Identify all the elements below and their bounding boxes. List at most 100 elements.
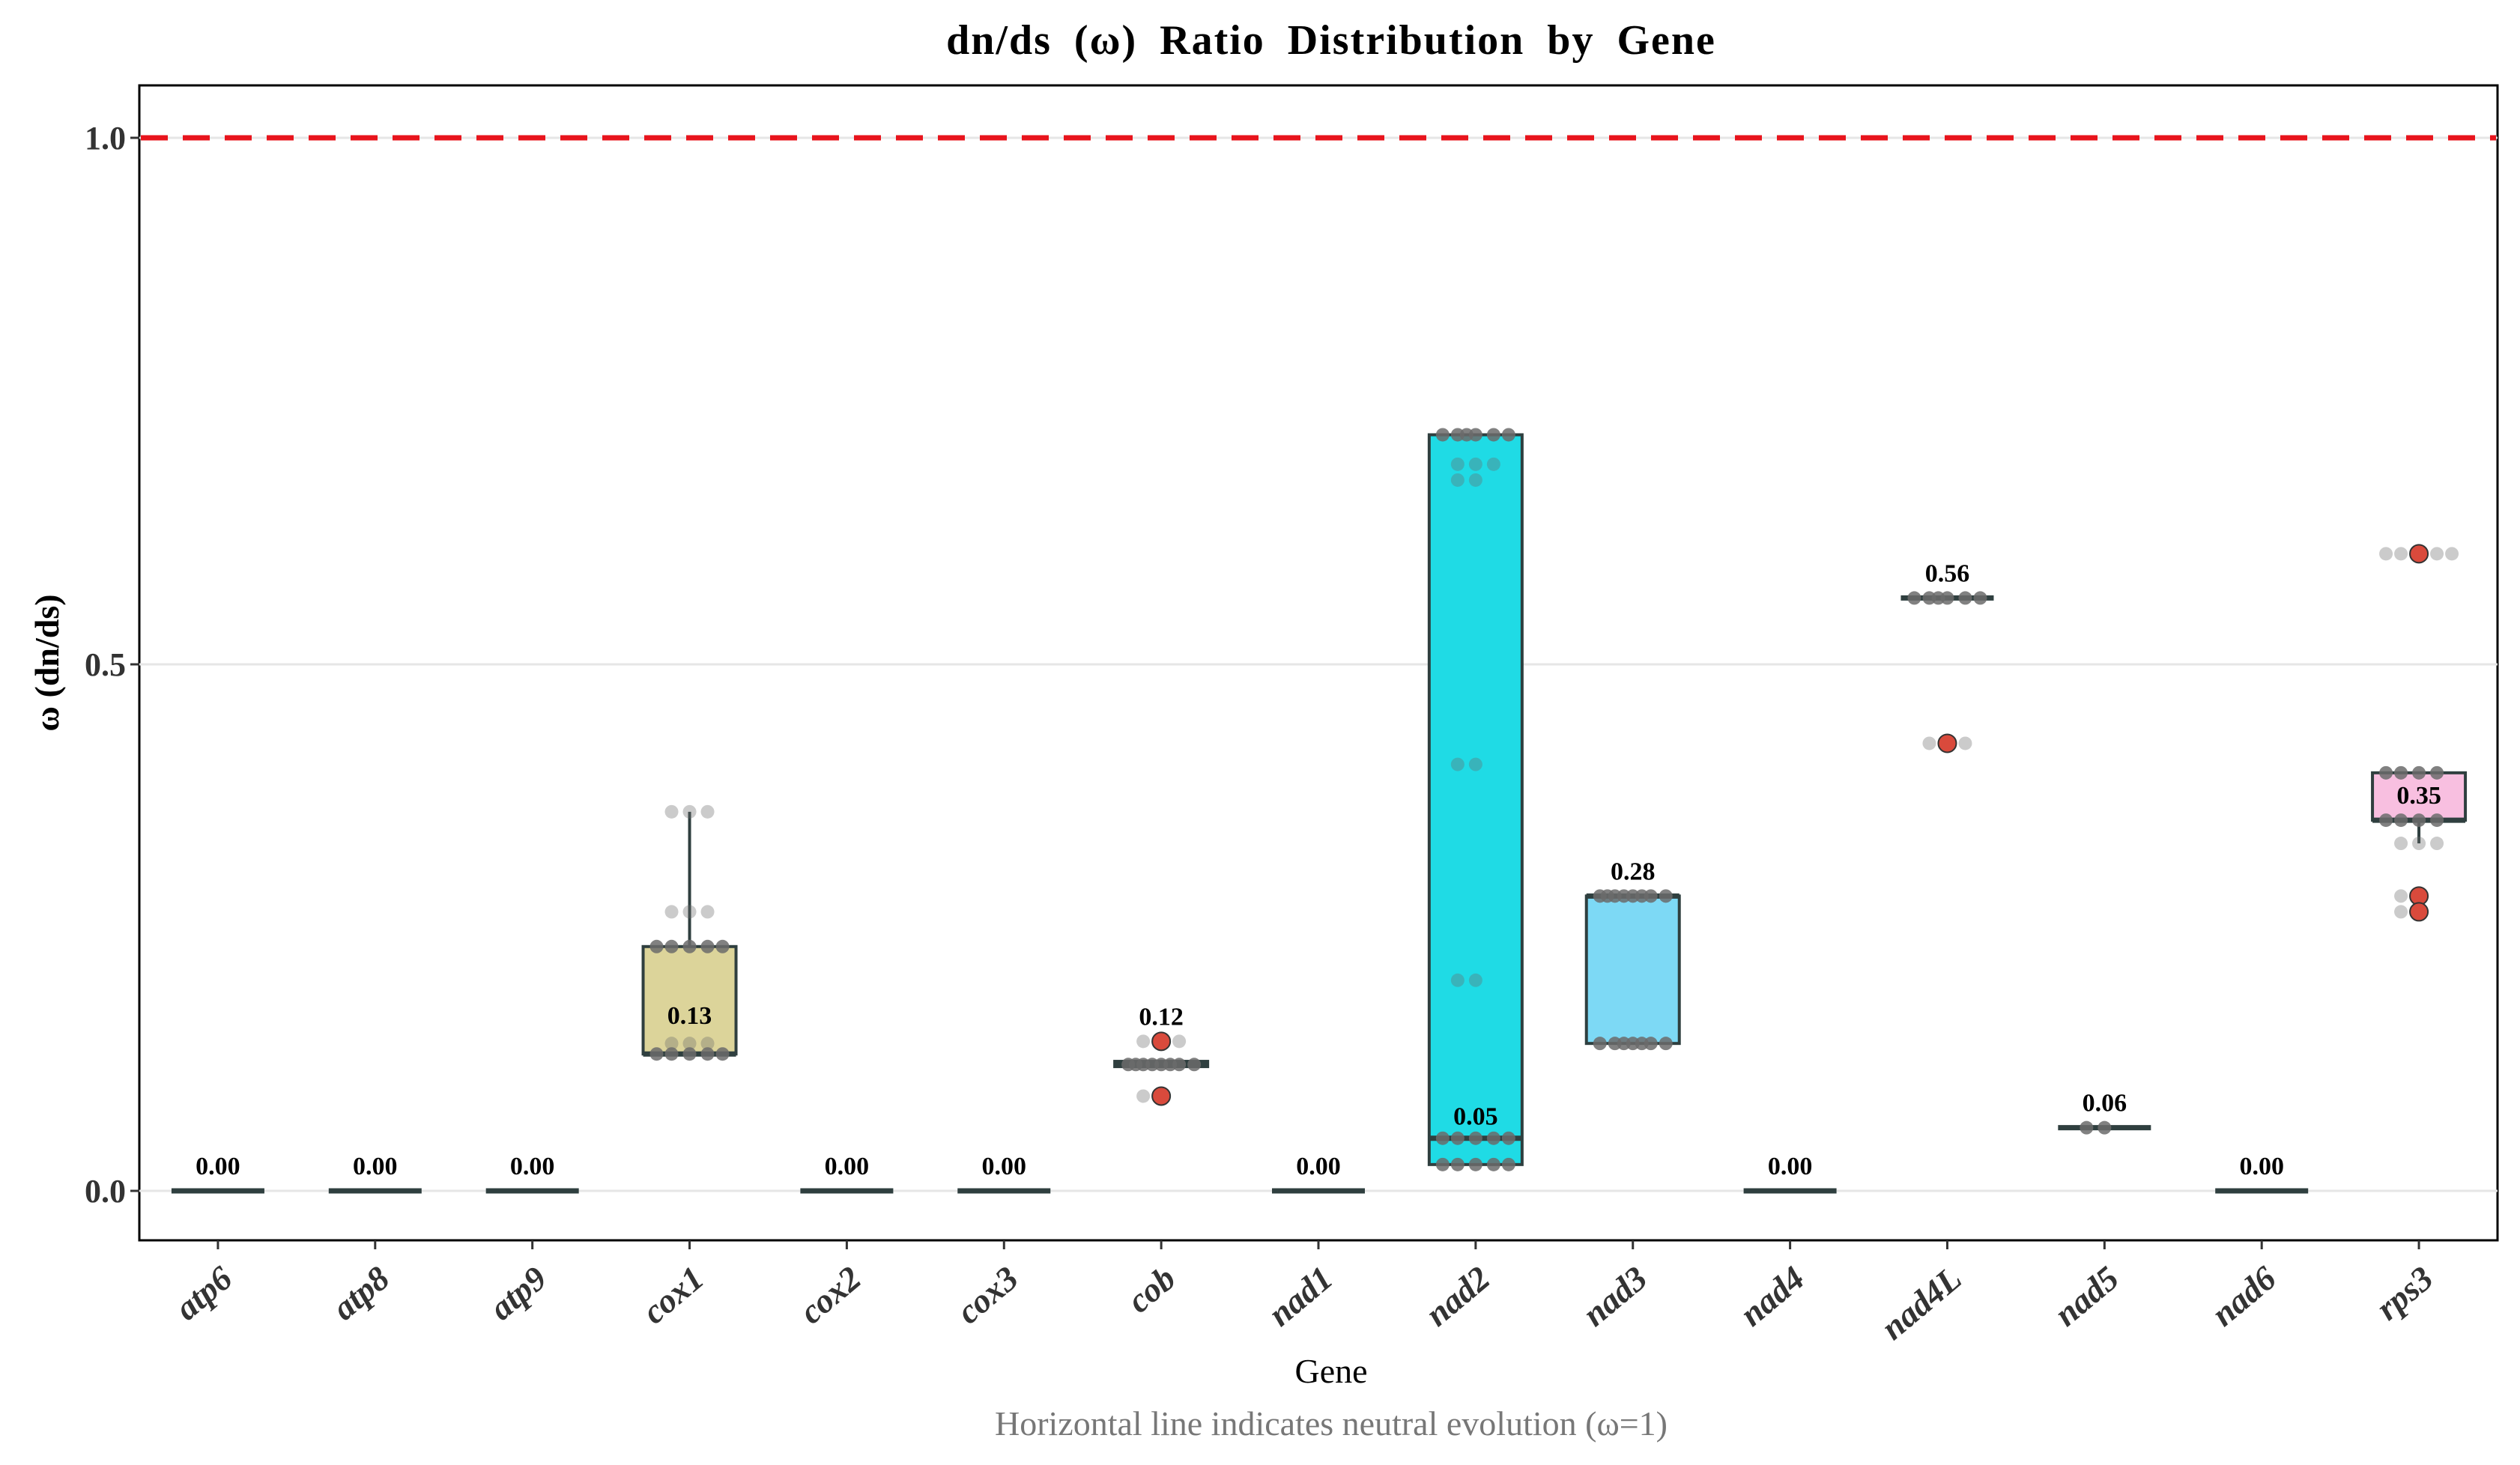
- jitter-point-nad2: [1501, 1157, 1515, 1171]
- jitter-point-cob: [1163, 1058, 1178, 1072]
- jitter-point-cox1: [664, 1047, 679, 1061]
- plot-panel: 0.00 0.00 0.00 0.13 0.00 0.00 0.12 0.00 0.05 0.28…: [138, 84, 2499, 1242]
- x-tick-label-nad1: nad1: [1261, 1259, 1339, 1334]
- jitter-point-nad2: [1486, 1157, 1500, 1171]
- jitter-point-nad2: [1501, 1131, 1515, 1145]
- boxes-layer: [171, 433, 2468, 1194]
- jitter-point-nad4L: [1922, 736, 1936, 750]
- jitter-point-nad4L: [1958, 736, 1972, 750]
- jitter-point-nad2: [1468, 457, 1482, 471]
- x-axis-title: Gene: [1294, 1352, 1367, 1390]
- jitter-point-cox1: [664, 939, 679, 953]
- points-layer: [649, 428, 2459, 1171]
- jitter-point-cox1: [664, 804, 679, 819]
- jitter-point-nad2: [1450, 973, 1465, 987]
- x-tick-label-nad4: nad4: [1733, 1259, 1811, 1334]
- box-body-nad2: [1427, 433, 1524, 1166]
- median-label-nad2: 0.05: [1453, 1103, 1498, 1131]
- median-label-cox3: 0.00: [982, 1153, 1027, 1180]
- jitter-point-cox1: [682, 804, 697, 819]
- box-nad2: [1427, 433, 1524, 1166]
- median-label-nad4L: 0.56: [1925, 559, 1970, 587]
- jitter-point-nad2: [1486, 1131, 1500, 1145]
- jitter-point-cox1: [715, 1047, 730, 1061]
- jitter-point-nad2: [1468, 473, 1482, 487]
- outlier-point-cob: [1151, 1031, 1172, 1052]
- jitter-point-nad3: [1659, 889, 1673, 903]
- jitter-point-nad2: [1435, 1131, 1450, 1145]
- x-tick-label-atp9: atp9: [482, 1259, 554, 1328]
- x-tick-label-cox3: cox3: [949, 1259, 1025, 1332]
- jitter-point-nad3: [1635, 889, 1649, 903]
- jitter-point-nad2: [1468, 757, 1482, 771]
- x-tick-label-cox2: cox2: [793, 1259, 868, 1332]
- jitter-point-rps3: [2379, 813, 2393, 828]
- x-tick-label-nad5: nad5: [2047, 1259, 2126, 1334]
- jitter-point-nad2: [1450, 457, 1465, 471]
- jitter-point-cox1: [682, 1037, 697, 1051]
- x-tick-label-nad4L: nad4L: [1874, 1259, 1969, 1347]
- jitter-point-nad2: [1435, 1157, 1450, 1171]
- x-tick-label-nad2: nad2: [1418, 1259, 1497, 1334]
- median-label-cob: 0.12: [1139, 1003, 1184, 1031]
- y-tick-label-0: 0.0: [85, 1173, 126, 1210]
- jitter-point-cox1: [664, 1037, 679, 1051]
- jitter-point-nad2: [1450, 1157, 1465, 1171]
- jitter-point-rps3: [2412, 813, 2426, 828]
- median-label-cox1: 0.13: [667, 1002, 712, 1030]
- jitter-point-nad4L: [1973, 591, 1987, 605]
- jitter-point-rps3: [2379, 765, 2393, 780]
- median-label-atp6: 0.00: [196, 1153, 240, 1180]
- jitter-point-rps3: [2430, 765, 2444, 780]
- jitter-point-cox1: [649, 1047, 664, 1061]
- jitter-point-cob: [1145, 1058, 1160, 1072]
- x-tick-label-rps3: rps3: [2369, 1259, 2440, 1328]
- jitter-point-nad3: [1617, 1037, 1631, 1051]
- y-axis-title: ω (dn/ds): [28, 594, 66, 731]
- jitter-point-nad3: [1635, 1037, 1649, 1051]
- box-body-cox1: [641, 944, 738, 1056]
- jitter-point-rps3: [2412, 837, 2426, 851]
- jitter-point-cob: [1187, 1058, 1202, 1072]
- jitter-point-cox1: [700, 1047, 715, 1061]
- jitter-point-rps3: [2379, 547, 2393, 561]
- box-body-nad3: [1584, 894, 1681, 1046]
- jitter-point-nad4L: [1958, 591, 1972, 605]
- median-label-atp9: 0.00: [510, 1153, 555, 1180]
- jitter-point-rps3: [2394, 813, 2408, 828]
- median-label-atp8: 0.00: [353, 1153, 398, 1180]
- jitter-point-nad2: [1486, 457, 1500, 471]
- jitter-point-nad2: [1501, 428, 1515, 442]
- jitter-point-cox1: [700, 905, 715, 919]
- jitter-point-nad2: [1468, 1157, 1482, 1171]
- jitter-point-rps3: [2394, 889, 2408, 903]
- jitter-point-cox1: [682, 939, 697, 953]
- jitter-point-nad3: [1617, 889, 1631, 903]
- median-label-nad3: 0.28: [1611, 858, 1656, 885]
- box-nad3: [1584, 893, 1681, 1046]
- x-tick-label-nad3: nad3: [1575, 1259, 1654, 1334]
- gridlines: [139, 136, 2498, 1192]
- y-tick-label-2: 1.0: [85, 120, 126, 157]
- x-tick-label-atp8: atp8: [325, 1259, 396, 1328]
- outlier-point-cob: [1151, 1086, 1172, 1106]
- y-axis-ticks: 0.0 0.5 1.0: [85, 120, 139, 1210]
- jitter-point-cox1: [682, 1047, 697, 1061]
- median-labels-layer: 0.00 0.00 0.00 0.13 0.00 0.00 0.12 0.00 0.05 0.28…: [196, 559, 2441, 1180]
- jitter-point-nad4L: [1931, 591, 1945, 605]
- jitter-point-nad2: [1435, 428, 1450, 442]
- jitter-point-rps3: [2430, 837, 2444, 851]
- outlier-point-rps3: [2409, 544, 2429, 564]
- jitter-point-nad2: [1450, 1131, 1465, 1145]
- jitter-point-cox1: [715, 939, 730, 953]
- jitter-point-nad3: [1659, 1037, 1673, 1051]
- jitter-point-cox1: [682, 905, 697, 919]
- chart-title: dn/ds (ω) Ratio Distribution by Gene: [946, 17, 1716, 64]
- x-tick-label-cox1: cox1: [635, 1259, 711, 1332]
- jitter-point-rps3: [2394, 547, 2408, 561]
- median-label-rps3: 0.35: [2396, 782, 2441, 810]
- jitter-point-rps3: [2430, 547, 2444, 561]
- jitter-point-rps3: [2394, 765, 2408, 780]
- median-label-nad5: 0.06: [2083, 1090, 2127, 1117]
- x-tick-label-nad6: nad6: [2204, 1259, 2283, 1334]
